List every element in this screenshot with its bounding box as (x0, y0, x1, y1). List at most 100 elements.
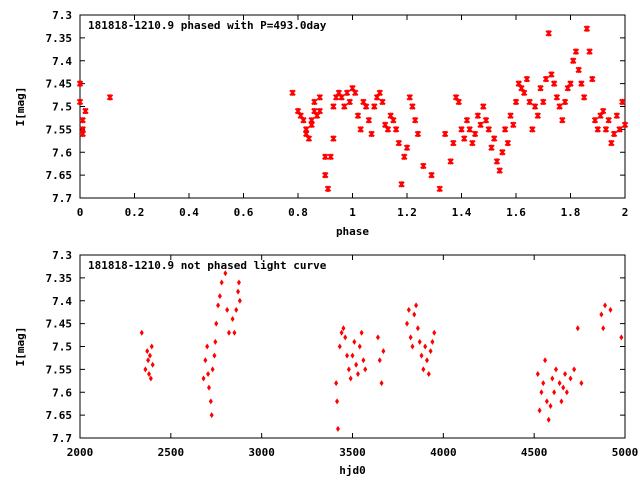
data-point (597, 112, 604, 119)
data-point (324, 185, 332, 193)
data-point (338, 94, 345, 101)
data-point (539, 389, 544, 396)
x-tick-label: 1.4 (452, 206, 472, 219)
y-tick-label: 7.3 (52, 9, 72, 22)
data-point (578, 80, 585, 87)
y-tick-label: 7.6 (52, 386, 72, 399)
y-tick-label: 7.4 (52, 55, 72, 68)
data-point (335, 398, 340, 405)
y-tick-label: 7.35 (46, 32, 73, 45)
data-point (559, 398, 564, 405)
data-point (341, 325, 346, 332)
data-point (529, 126, 536, 133)
data-point (568, 375, 573, 382)
x-tick-label: 2 (622, 206, 629, 219)
data-point (343, 334, 348, 341)
data-point (594, 126, 601, 133)
data-point (143, 366, 148, 373)
data-point (409, 103, 416, 110)
data-point (548, 71, 555, 78)
data-point (564, 84, 571, 92)
data-point (401, 153, 408, 161)
data-point (415, 325, 420, 332)
data-point (546, 416, 551, 423)
data-point (589, 75, 596, 83)
data-point (297, 112, 304, 119)
x-tick-label: 2000 (67, 446, 94, 459)
x-tick-label: 1.6 (506, 206, 526, 219)
data-point (341, 103, 348, 110)
data-point (335, 425, 340, 432)
data-point (520, 89, 528, 96)
data-point (300, 117, 307, 124)
data-point (226, 329, 231, 336)
data-point (149, 343, 154, 350)
y-tick-label: 7.65 (46, 169, 73, 182)
data-point (82, 107, 89, 115)
x-axis-label: hjd0 (339, 464, 366, 477)
data-point (537, 407, 542, 414)
data-point (417, 338, 422, 345)
data-point (499, 149, 506, 156)
data-point (345, 352, 350, 359)
data-point (362, 103, 370, 110)
data-point (139, 329, 144, 336)
data-point (504, 139, 512, 147)
data-point (308, 121, 315, 129)
data-point (557, 380, 562, 387)
data-point (147, 370, 152, 377)
x-tick-label: 4000 (430, 446, 457, 459)
data-point (553, 94, 561, 101)
data-point (414, 302, 419, 309)
data-point (146, 357, 151, 364)
data-point (518, 84, 525, 92)
y-tick-label: 7.6 (52, 146, 72, 159)
data-point (515, 80, 522, 87)
data-point (466, 126, 473, 133)
data-point (375, 334, 380, 341)
data-point (406, 306, 411, 313)
data-point (76, 80, 84, 87)
data-point (523, 75, 531, 83)
data-point (575, 66, 582, 74)
data-point (377, 357, 382, 364)
data-point (552, 389, 557, 396)
data-point (575, 325, 580, 332)
data-point (236, 279, 241, 286)
data-point (561, 98, 569, 106)
data-point (145, 348, 150, 355)
data-point (316, 94, 324, 101)
y-tick-label: 7.5 (52, 101, 72, 114)
data-point (210, 366, 215, 373)
data-point (601, 325, 606, 332)
data-point (455, 98, 462, 106)
data-point (556, 103, 563, 110)
data-point (230, 316, 235, 323)
plot-title: 181818-1210.9 phased with P=493.0day (88, 19, 327, 32)
y-tick-label: 7.4 (52, 295, 72, 308)
data-point (540, 98, 547, 106)
data-point (357, 126, 364, 133)
data-point (450, 139, 457, 147)
x-tick-label: 3000 (248, 446, 275, 459)
data-point (384, 126, 392, 133)
data-point (214, 320, 219, 327)
data-point (302, 130, 310, 138)
data-point (403, 144, 411, 151)
data-point (493, 158, 501, 165)
x-axis-label: phase (336, 225, 369, 238)
data-point (408, 334, 413, 341)
data-point (583, 25, 591, 32)
data-point (559, 117, 566, 124)
y-tick-label: 7.35 (46, 272, 73, 285)
data-point (313, 112, 321, 119)
data-point (213, 338, 218, 345)
data-point (531, 103, 539, 110)
data-point (373, 94, 381, 101)
data-point (334, 380, 339, 387)
plot-frame (79, 254, 626, 439)
data-point (379, 380, 384, 387)
data-point (371, 103, 378, 110)
data-point (412, 311, 417, 318)
data-point (545, 30, 552, 37)
